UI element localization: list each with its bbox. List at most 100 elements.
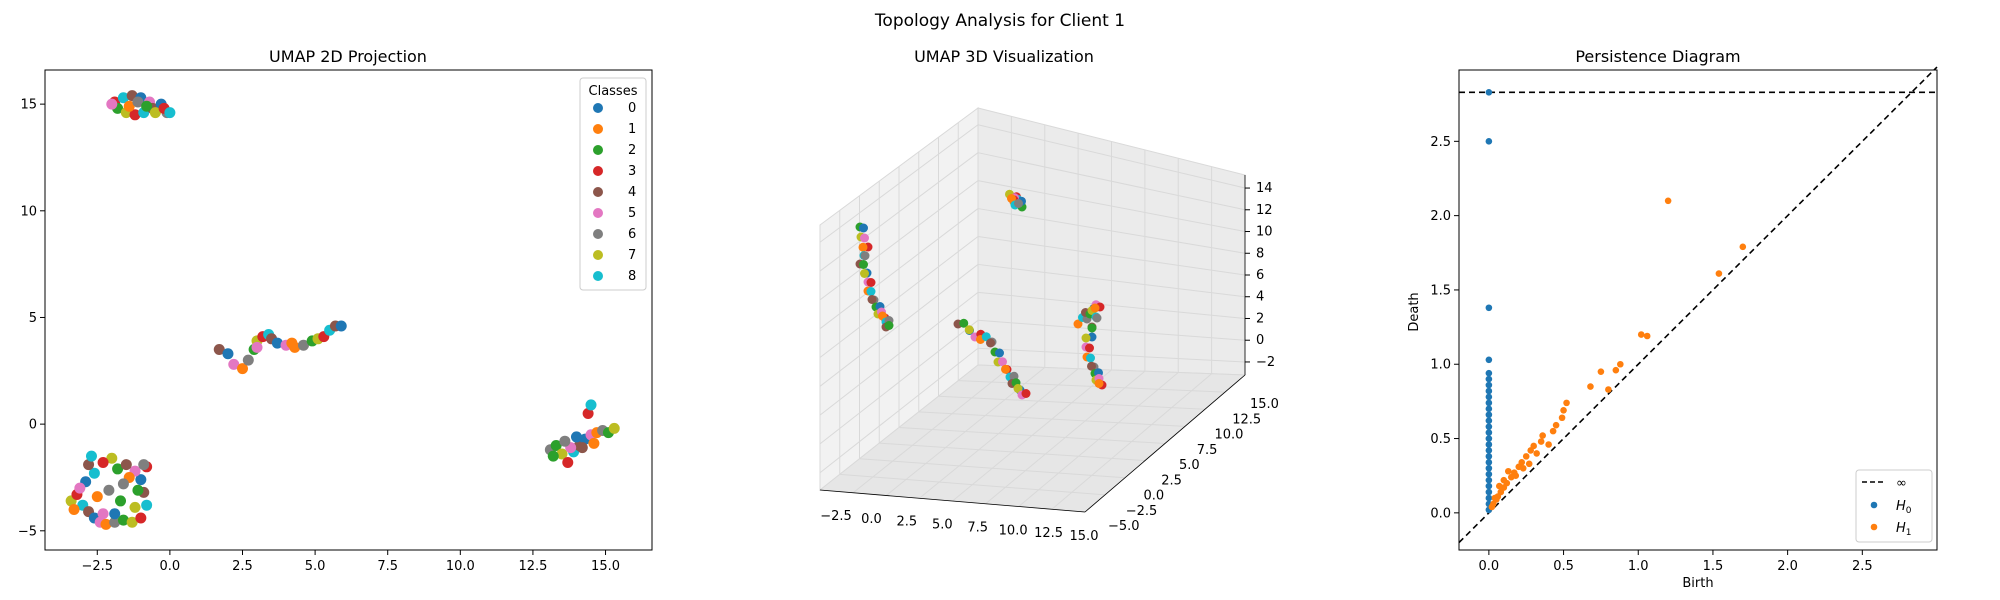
- h1-point: [1522, 453, 1530, 460]
- diagonal-line: [1458, 66, 1938, 544]
- umap-2d-point: [132, 484, 144, 496]
- y-tick-label: 0.0: [1430, 506, 1451, 521]
- legend-label: 4: [628, 185, 636, 200]
- h1-point: [1496, 482, 1503, 490]
- umap-3d-point: [858, 242, 868, 252]
- x3d-tick-label: −2.5: [820, 509, 852, 524]
- umap-2d-point: [236, 363, 248, 375]
- umap-3d-point: [1092, 313, 1102, 323]
- h1-point: [1587, 383, 1594, 390]
- y3d-tick-label: −2.5: [1126, 504, 1158, 519]
- h0-point: [1485, 453, 1493, 460]
- h0-point: [1485, 470, 1493, 478]
- grid-line: [958, 380, 1226, 393]
- h0-point: [1485, 405, 1493, 413]
- y3d-tick-label: 7.5: [1197, 443, 1218, 458]
- x3d-tick-label: 7.5: [967, 520, 988, 535]
- umap-2d-point: [556, 448, 568, 460]
- h1-point: [1525, 460, 1533, 468]
- umap-3d-point: [1085, 343, 1094, 353]
- h0-point: [1485, 369, 1493, 377]
- h1-point: [1597, 368, 1605, 375]
- umap-2d-point: [149, 107, 161, 119]
- h0-point: [1485, 488, 1493, 496]
- h0-point: [1485, 411, 1493, 419]
- h1-point: [1739, 243, 1747, 251]
- umap-3d-point: [1090, 303, 1100, 313]
- y-tick-label: 15: [20, 98, 37, 113]
- umap-2d-point: [115, 495, 127, 507]
- legend-marker: [593, 229, 603, 239]
- y-tick-label: 1.5: [1430, 283, 1451, 298]
- umap-2d-point: [103, 484, 115, 496]
- y3d-tick-label: −5.0: [1108, 519, 1140, 534]
- h0-point: [1485, 482, 1493, 490]
- h0-point: [1485, 356, 1493, 364]
- umap-2d-point: [608, 422, 620, 434]
- x3d-tick-label: 15.0: [1070, 529, 1099, 544]
- umap-2d-panel: UMAP 2D Projection −2.5 0.0 2.5 5.0 7.5 10.0 1…: [18, 47, 653, 574]
- umap-2d-point: [547, 450, 559, 462]
- legend-marker: [593, 187, 603, 197]
- umap-2d-point: [550, 439, 562, 451]
- umap-3d-point: [866, 278, 876, 287]
- umap-2d-point: [68, 503, 80, 515]
- umap-3d-point: [1087, 323, 1097, 333]
- h1-point: [1558, 414, 1566, 422]
- y-tick-label: 5: [29, 311, 37, 326]
- h1-point: [1488, 503, 1496, 511]
- legend-marker: [593, 145, 603, 155]
- umap-3d-point: [998, 357, 1007, 367]
- umap-2d-point: [242, 354, 254, 366]
- umap-2d-point: [222, 348, 234, 360]
- z3d-tick-label: −2: [1256, 355, 1275, 370]
- h0-point: [1485, 381, 1493, 389]
- persistence-points: [1485, 88, 1747, 514]
- h0-point: [1485, 429, 1493, 436]
- umap-2d-point: [97, 457, 109, 469]
- h0-point: [1485, 441, 1493, 448]
- legend-label: 6: [628, 227, 636, 242]
- umap-2d-point: [120, 459, 132, 471]
- umap-2d-point: [138, 459, 150, 471]
- umap-3d-point: [866, 287, 876, 296]
- umap-3d-point: [860, 269, 869, 278]
- z3d-tick-label: 2: [1256, 311, 1264, 326]
- x-tick-label: 2.5: [232, 559, 253, 574]
- h1-point: [1545, 441, 1552, 448]
- umap-2d-point: [117, 92, 129, 104]
- h0-point: [1485, 417, 1493, 425]
- h0-point: [1485, 423, 1493, 430]
- umap-2d-point: [286, 337, 298, 349]
- legend-label: 1: [628, 122, 636, 137]
- y-tick-label: 1.0: [1430, 358, 1451, 373]
- x-tick-label: 0.0: [1479, 559, 1500, 574]
- h1-point: [1537, 438, 1545, 445]
- umap-2d-point: [228, 358, 240, 370]
- umap-3d-ticks: −2.5 0.0 2.5 5.0 7.5 10.0 12.5 15.0−5.0−2.50.02…: [820, 181, 1279, 544]
- y3d-tick-label: 15.0: [1250, 397, 1279, 412]
- z3d-tick-label: 6: [1256, 268, 1264, 283]
- umap-2d-point: [126, 516, 138, 528]
- grid-line: [952, 369, 1112, 502]
- umap-2d-ticks: −2.5 0.0 2.5 5.0 7.5 10.0 12.5 15.0 −5 0 5 10 15: [18, 98, 620, 574]
- figure-suptitle: Topology Analysis for Client 1: [874, 11, 1125, 31]
- umap-3d-point: [1073, 319, 1083, 329]
- legend-marker: [1870, 523, 1878, 531]
- y-tick-label: 2.0: [1430, 209, 1451, 224]
- umap-2d-point: [141, 100, 153, 112]
- persistence-panel: Persistence Diagram 0.0 0.5 1.0 1.5 2.0 2.50.…: [1407, 47, 1938, 591]
- umap-3d-point: [859, 260, 868, 269]
- x3d-tick-label: 10.0: [999, 523, 1028, 538]
- y3d-tick-label: 10.0: [1215, 428, 1244, 443]
- legend-label: 0: [628, 101, 636, 116]
- umap-3d-point: [1094, 379, 1104, 388]
- h1-point: [1504, 467, 1512, 475]
- legend-title: Classes: [589, 84, 638, 99]
- z3d-tick-label: 10: [1256, 225, 1273, 240]
- h1-point: [1549, 427, 1557, 435]
- legend-label: 7: [628, 248, 636, 263]
- umap-2d-point: [576, 442, 588, 454]
